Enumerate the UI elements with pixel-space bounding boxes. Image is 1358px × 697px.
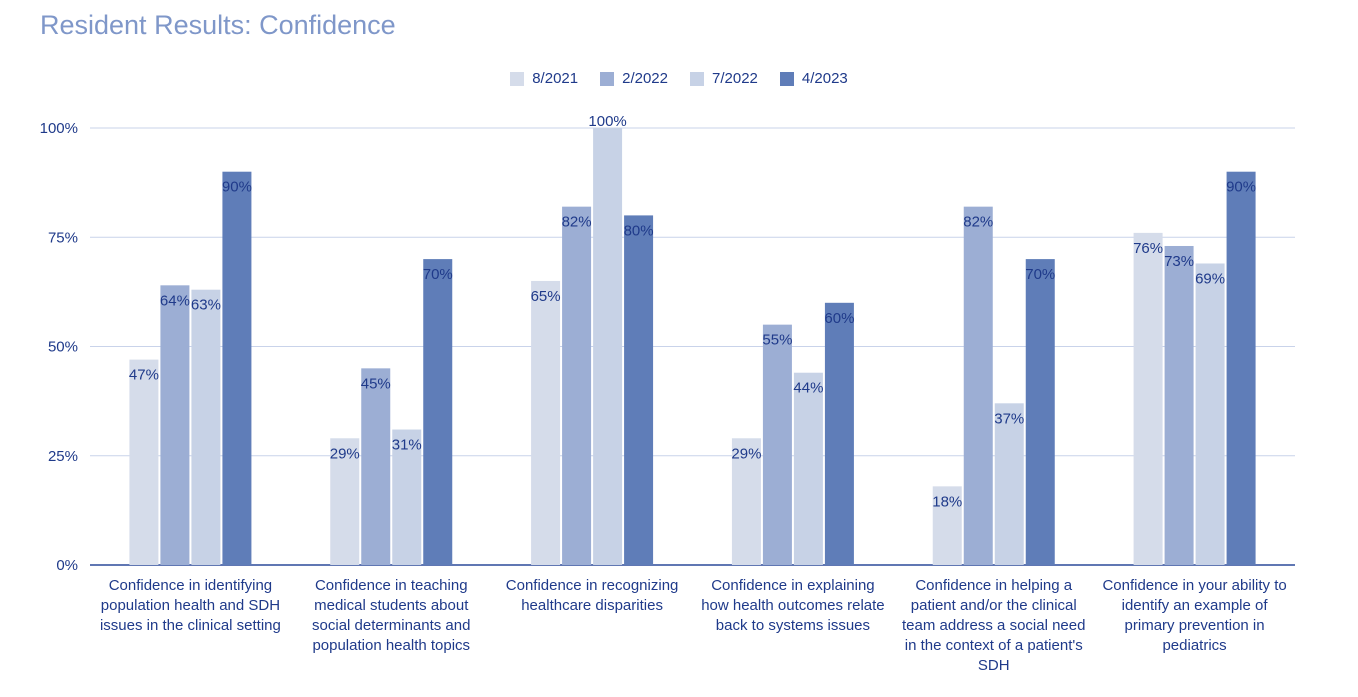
bar [793,372,823,565]
y-tick-label: 25% [48,448,78,465]
legend-label: 4/2023 [801,70,848,87]
x-category-label: pediatrics [1162,637,1226,654]
chart-title: Resident Results: Confidence [40,10,396,40]
data-label: 80% [624,222,654,239]
legend-swatch [779,71,794,86]
x-category-label: issues in the clinical setting [100,617,281,634]
bar [160,285,190,565]
data-label: 18% [932,493,962,510]
bar [762,324,792,565]
bar [531,280,561,565]
bar [1226,171,1256,565]
data-label: 63% [191,297,221,314]
legend-swatch [600,71,615,86]
legend-item-series-2: 2/2022 [600,70,668,87]
chart-legend: 8/2021 2/2022 7/2022 4/2023 [0,70,1358,87]
bar [932,486,962,565]
x-category-label: identify an example of [1122,597,1269,614]
bar [222,171,252,565]
legend-label: 2/2022 [622,70,668,87]
legend-item-series-3: 7/2022 [690,70,758,87]
data-label: 65% [531,288,561,305]
x-category-label: social determinants and [312,617,470,634]
legend-swatch [510,71,525,86]
bar [963,206,993,565]
data-label: 70% [423,266,453,283]
x-category-label: Confidence in teaching [315,577,468,594]
data-label: 55% [762,332,792,349]
legend-label: 8/2021 [532,70,579,87]
data-label: 45% [361,375,391,392]
data-label: 82% [562,214,592,231]
x-category-label: team address a social need [902,617,1085,634]
data-label: 70% [1025,266,1055,283]
bar [191,289,221,565]
x-category-label: healthcare disparities [521,597,663,614]
bar [1133,232,1163,565]
y-tick-label: 50% [48,339,78,356]
x-category-label: Confidence in explaining [711,577,874,594]
data-label: 64% [160,292,190,309]
bar [593,128,623,565]
data-label: 100% [588,113,626,130]
bar [731,438,761,565]
data-label: 90% [222,179,252,196]
data-label: 60% [824,310,854,327]
y-tick-label: 100% [40,120,78,137]
data-label: 31% [392,437,422,454]
x-category-label: Confidence in your ability to [1102,577,1286,594]
legend-label: 7/2022 [712,70,758,87]
bar [1195,263,1225,565]
x-category-label: back to systems issues [716,617,870,634]
x-category-label: patient and/or the clinical [911,597,1077,614]
x-category-label: Confidence in recognizing [506,577,679,594]
x-category-label: primary prevention in [1125,617,1265,634]
x-category-label: SDH [978,657,1010,674]
bar [361,368,391,565]
x-category-label: how health outcomes relate [701,597,884,614]
y-tick-label: 0% [56,557,78,574]
bar [129,359,159,565]
x-category-label: in the context of a patient's [905,637,1083,654]
data-label: 76% [1133,240,1163,257]
data-label: 69% [1195,270,1225,287]
x-category-label: population health and SDH [101,597,280,614]
bar [994,403,1024,565]
legend-item-series-4: 4/2023 [779,70,848,87]
x-category-label: Confidence in helping a [915,577,1072,594]
data-label: 37% [994,410,1024,427]
data-label: 44% [793,380,823,397]
bar [423,259,453,565]
x-category-label: medical students about [314,597,469,614]
x-category-label: Confidence in identifying [109,577,272,594]
y-tick-label: 75% [48,229,78,246]
bar [824,302,854,565]
legend-swatch [690,71,704,86]
data-label: 73% [1164,253,1194,270]
data-label: 29% [731,445,761,462]
x-category-label: population health topics [312,637,470,654]
bar [392,429,422,565]
data-label: 29% [330,445,360,462]
bar [624,215,654,565]
data-label: 47% [129,367,159,384]
data-label: 82% [963,214,993,231]
legend-item-series-1: 8/2021 [510,70,578,87]
bar [330,438,360,565]
bar [1025,259,1055,565]
bar [1164,245,1194,566]
bar [562,206,592,565]
data-label: 90% [1226,179,1256,196]
